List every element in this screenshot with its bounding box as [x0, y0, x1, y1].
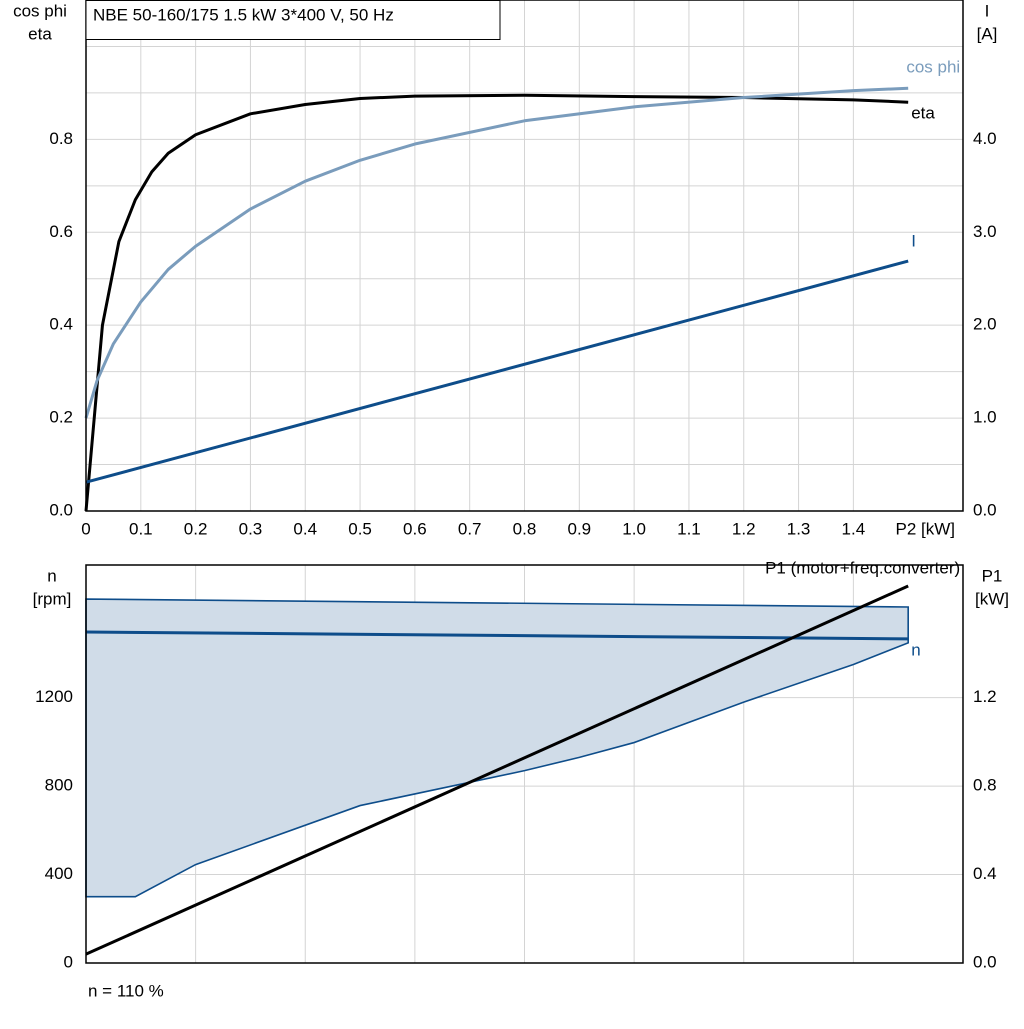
curve-label: P1 (motor+freq.converter)	[765, 558, 960, 577]
y-axis-label: cos phi	[13, 1, 67, 20]
y2-axis-label: [kW]	[975, 589, 1009, 608]
y-axis-label: n	[47, 566, 56, 585]
x-axis-label: P2 [kW]	[895, 519, 955, 538]
chart-title: NBE 50-160/175 1.5 kW 3*400 V, 50 Hz	[93, 5, 394, 24]
y-tick-label: 0.0	[49, 500, 73, 519]
x-tick-label: 1.3	[787, 519, 811, 538]
y2-tick-label: 0.0	[973, 952, 997, 971]
y2-axis-label: I	[985, 1, 990, 20]
y2-tick-label: 1.2	[973, 687, 997, 706]
y2-axis-label: [A]	[977, 24, 998, 43]
curve-label: eta	[911, 104, 935, 123]
y2-tick-label: 1.0	[973, 408, 997, 427]
x-tick-label: 0	[81, 519, 90, 538]
title-box	[85, 0, 501, 40]
curve-label: n	[911, 640, 920, 659]
x-tick-label: 1.1	[677, 519, 701, 538]
x-label-bg	[878, 517, 958, 543]
panel: eta cos phi I 0 0.1 0.2 0.3 0.4 0.5 0.6 0.7 0.8 0.9 1…	[13, 0, 997, 543]
plot-frame	[85, 0, 964, 512]
x-tick-label: 0.5	[348, 519, 372, 538]
y-tick-label: 400	[45, 864, 73, 883]
y2-axis-label: P1	[982, 566, 1003, 585]
curve-label: cos phi	[906, 58, 960, 77]
operating-range	[85, 598, 909, 898]
y-tick-label: 0.8	[49, 129, 73, 148]
y2-tick-label: 0.8	[973, 776, 997, 795]
x-tick-label: 0.7	[458, 519, 482, 538]
y-tick-label: 0.2	[49, 408, 73, 427]
y2-tick-label: 2.0	[973, 315, 997, 334]
curve	[85, 259, 909, 484]
curve	[84, 93, 909, 512]
curve	[84, 86, 909, 419]
y2-tick-label: 0.0	[973, 500, 997, 519]
x-tick-label: 0.6	[403, 519, 427, 538]
x-tick-label: 1.0	[622, 519, 646, 538]
panel: n P1 (motor+freq.converter) 0 400 800 1200 0.0…	[33, 558, 1009, 1000]
y2-tick-label: 0.4	[973, 864, 997, 883]
y-tick-label: 1200	[35, 687, 73, 706]
y2-tick-label: 3.0	[973, 222, 997, 241]
plot-frame	[85, 564, 964, 964]
y-axis-label: eta	[28, 24, 52, 43]
y-tick-label: 0.6	[49, 222, 73, 241]
footnote: n = 110 %	[88, 981, 164, 1000]
x-tick-label: 0.4	[293, 519, 317, 538]
curve	[85, 630, 909, 641]
x-tick-label: 1.2	[732, 519, 756, 538]
y-tick-label: 0.4	[49, 315, 73, 334]
y-axis-label: [rpm]	[33, 589, 72, 608]
x-tick-label: 0.2	[184, 519, 208, 538]
y2-tick-label: 4.0	[973, 129, 997, 148]
y-tick-label: 800	[45, 776, 73, 795]
x-tick-label: 0.9	[567, 519, 591, 538]
x-tick-label: 0.1	[129, 519, 153, 538]
y-tick-label: 0	[64, 952, 73, 971]
x-tick-label: 1.4	[842, 519, 866, 538]
curve-label: I	[911, 232, 916, 251]
x-tick-label: 0.3	[239, 519, 263, 538]
curve	[85, 584, 909, 956]
x-tick-label: 0.8	[513, 519, 537, 538]
